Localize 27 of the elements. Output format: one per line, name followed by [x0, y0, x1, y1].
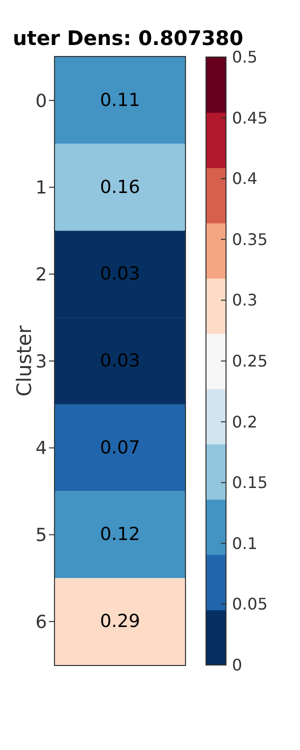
color-bar-label: 0.45: [232, 108, 268, 128]
data-label: 0.16: [100, 176, 140, 198]
color-bar-label: 0.2: [232, 412, 258, 432]
data-label: 0.12: [100, 524, 140, 546]
y-axis-title: Cluster: [12, 324, 36, 396]
color-bar-label: 0.3: [232, 290, 258, 310]
y-tick-label: 1: [36, 178, 47, 199]
chart-title: uter Dens: 0.807380: [12, 26, 244, 50]
y-tick-label: 3: [36, 351, 47, 372]
color-bar-label: 0.25: [232, 352, 268, 370]
color-bar-label: 0: [232, 656, 242, 674]
color-bar-label: 0.05: [232, 594, 268, 614]
color-bar-label: 0.4: [232, 169, 258, 188]
y-tick-label: 2: [36, 264, 47, 286]
data-label: 0.29: [100, 611, 140, 632]
data-label: 0.03: [100, 264, 140, 285]
y-tick-label: 4: [36, 438, 47, 460]
color-bar-label: 0.15: [232, 473, 268, 492]
data-label: 0.03: [100, 350, 140, 372]
color-bar-label: 0.35: [232, 230, 268, 249]
y-tick-label: 0: [36, 90, 47, 112]
y-tick-label: 5: [36, 525, 47, 546]
color-bar-label: 0.5: [232, 48, 258, 66]
y-tick-label: 6: [36, 612, 47, 633]
data-label: 0.11: [100, 90, 140, 111]
data-label: 0.07: [100, 437, 140, 458]
color-bar-label: 0.1: [232, 534, 258, 553]
